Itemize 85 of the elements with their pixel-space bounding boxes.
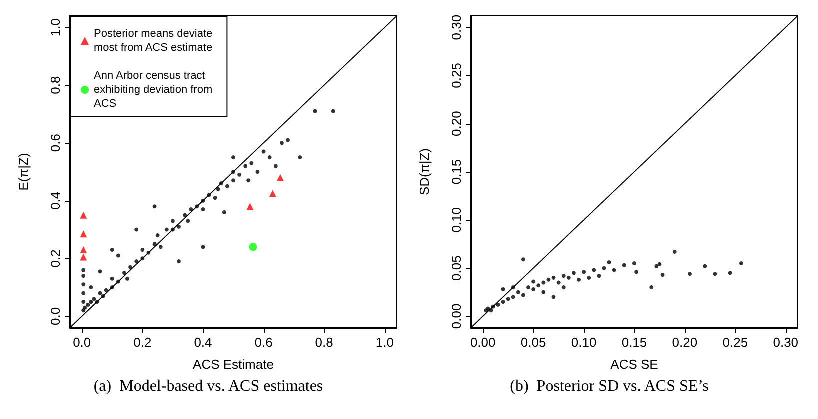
point <box>511 295 516 300</box>
x-tick-label: 1.0 <box>376 335 394 350</box>
point <box>269 190 276 198</box>
point <box>576 278 581 282</box>
point <box>650 286 654 290</box>
y-tick-label: 0.0 <box>48 307 63 326</box>
point <box>703 264 708 268</box>
point <box>607 260 612 265</box>
point <box>80 254 88 261</box>
point <box>496 302 500 307</box>
y-tick-label: 0.25 <box>449 63 464 88</box>
point <box>276 174 284 182</box>
point <box>572 271 576 276</box>
y-tick-label: 0.8 <box>48 76 63 94</box>
point <box>728 271 732 276</box>
text: (a) Model-based vs. ACS estimates <box>92 378 324 396</box>
point <box>592 268 596 272</box>
x-tick-label: 0.20 <box>672 335 698 350</box>
y-tick-label: 0.00 <box>449 304 464 330</box>
point <box>80 246 88 254</box>
point <box>532 280 536 284</box>
point <box>713 272 718 276</box>
point <box>688 272 692 276</box>
point <box>658 262 662 266</box>
point <box>660 273 665 278</box>
point <box>501 287 506 292</box>
legend-label: Ann Arbor census tract exhibiting deviation from ACS <box>94 70 213 110</box>
text: (b) Posterior SD vs. ACS SE’s <box>509 378 710 396</box>
point <box>506 297 510 302</box>
point <box>672 250 677 254</box>
point <box>521 293 526 298</box>
x-axis-title: ACS Estimate <box>193 357 274 372</box>
y-tick-label: 0.20 <box>449 111 464 137</box>
y-axis-title: E(π|Z) <box>16 153 31 191</box>
point <box>501 300 506 304</box>
point <box>602 266 606 270</box>
point <box>546 278 551 282</box>
point <box>526 286 531 290</box>
point <box>542 290 546 294</box>
point <box>556 280 561 285</box>
point <box>532 287 536 292</box>
point <box>516 290 520 294</box>
y-axis-title: SD(π|Z) <box>417 148 432 196</box>
point <box>597 274 602 278</box>
point <box>536 284 541 288</box>
point <box>542 280 546 285</box>
point <box>632 261 636 266</box>
y-tick-label: 1.0 <box>48 18 63 37</box>
x-tick-label: 0.10 <box>571 335 597 350</box>
point <box>566 276 571 280</box>
x-tick-label: 0.00 <box>470 335 496 350</box>
legend-label: Posterior means deviate most from ACS estimate <box>94 28 213 54</box>
point <box>622 263 626 268</box>
y-tick-label: 0.30 <box>449 14 464 40</box>
point <box>249 243 258 252</box>
point <box>587 276 592 280</box>
point <box>634 270 639 274</box>
x-tick-label: 0.05 <box>520 335 546 350</box>
y-tick-label: 0.15 <box>449 159 464 185</box>
x-tick-label: 0.30 <box>773 335 799 350</box>
x-tick-label: 0.0 <box>73 335 92 350</box>
y-tick-label: 0.10 <box>449 207 464 233</box>
point <box>80 230 88 238</box>
point <box>521 258 526 262</box>
y-tick-label: 0.4 <box>48 192 63 210</box>
x-tick-label: 0.25 <box>722 335 748 350</box>
point <box>562 286 566 290</box>
x-axis-title: ACS SE <box>610 357 659 372</box>
point <box>552 276 556 280</box>
y-tick-label: 0.05 <box>449 256 464 281</box>
x-tick-label: 0.4 <box>194 335 212 350</box>
point <box>582 270 586 274</box>
y-tick-label: 0.6 <box>48 134 63 152</box>
point <box>552 295 556 300</box>
point <box>654 264 659 268</box>
point <box>562 274 566 278</box>
point <box>246 203 254 210</box>
x-tick-label: 0.15 <box>622 335 648 350</box>
y-tick-label: 0.2 <box>48 250 63 268</box>
point <box>612 268 616 272</box>
point <box>80 212 88 219</box>
point <box>739 261 744 266</box>
x-tick-label: 0.6 <box>254 335 273 350</box>
x-tick-label: 0.8 <box>315 335 334 350</box>
x-tick-label: 0.2 <box>134 335 152 350</box>
